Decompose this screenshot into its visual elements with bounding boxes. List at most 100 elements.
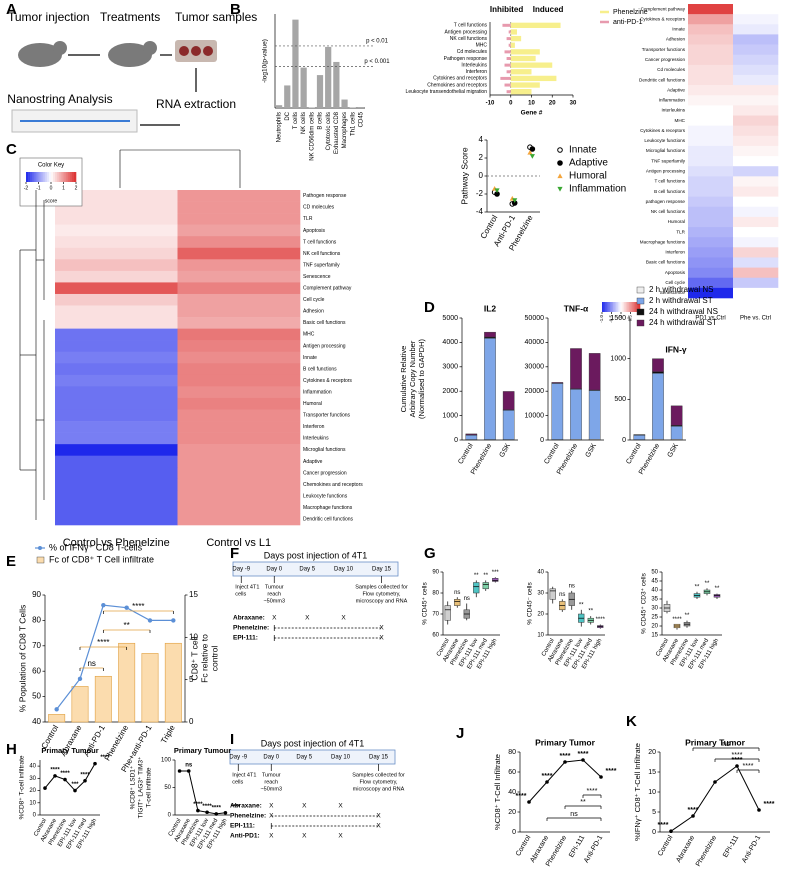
- color-key-swatch: [617, 302, 620, 312]
- box: [444, 605, 451, 621]
- annotation: ****: [560, 753, 571, 760]
- row-label: Basic cell functions: [646, 260, 686, 265]
- heat-cell: [55, 213, 178, 225]
- bar: [510, 35, 522, 42]
- heat-cell: [55, 455, 178, 468]
- point: [186, 769, 191, 773]
- legend-swatch: [636, 297, 645, 305]
- point: [54, 707, 59, 712]
- row-label: Inflammation: [303, 389, 332, 395]
- point: [171, 618, 176, 623]
- color-key-swatch: [609, 302, 612, 312]
- day-label: Day 10: [331, 755, 351, 761]
- color-key-swatch: [635, 302, 638, 312]
- y-tick-label: 30: [29, 776, 36, 782]
- event-label: reach: [264, 779, 278, 785]
- heat-cell: [177, 224, 301, 237]
- legend-label: Fc of CD8⁺ T Cell infiltrate: [49, 554, 154, 564]
- comparison-label: ****: [743, 763, 754, 770]
- panel-letter: A: [6, 1, 17, 18]
- color-key-swatch: [42, 172, 46, 182]
- axis-label: -log10(p-value): [262, 39, 269, 83]
- y-tick-label: 2: [479, 153, 484, 162]
- color-key-swatch: [633, 302, 636, 312]
- panel-letter: K: [626, 713, 637, 730]
- bar: [506, 90, 511, 94]
- y-tick-label: 10: [189, 632, 198, 641]
- tumor: [179, 46, 189, 56]
- legend-label: 24 h withdrawal ST: [649, 318, 717, 327]
- heat-cell: [733, 14, 779, 25]
- point: [223, 811, 228, 815]
- row-label: Cd molecules: [657, 67, 686, 72]
- bar: [506, 57, 511, 60]
- annotation: ns: [569, 583, 575, 589]
- heat-cell: [688, 115, 734, 126]
- row-label: TLR: [676, 229, 685, 234]
- y-tick-label: 0: [540, 437, 544, 444]
- dose-mark: X: [269, 803, 274, 810]
- x-tick-label: GSK: [499, 442, 513, 459]
- color-key-swatch: [614, 302, 617, 312]
- color-key-swatch: [65, 172, 68, 182]
- bar: [300, 67, 307, 108]
- point: [529, 154, 535, 159]
- heat-cell: [55, 501, 178, 514]
- color-key-swatch: [630, 302, 633, 312]
- heat-cell: [688, 287, 734, 299]
- drug-label: Abraxane:: [230, 803, 262, 810]
- annotation: ****: [764, 801, 775, 808]
- line: [670, 765, 760, 832]
- y-tick-label: 0: [33, 813, 37, 819]
- row-label: Microglial functions: [646, 148, 686, 153]
- axis-label: Fc relative to: [199, 634, 209, 683]
- color-key-swatch: [73, 172, 77, 182]
- point: [53, 774, 57, 778]
- heat-cell: [55, 478, 178, 491]
- point: [77, 676, 83, 682]
- heat-cell: [177, 386, 301, 399]
- bar-segment: [465, 433, 478, 436]
- bar: [510, 89, 532, 95]
- y-tick-label: 40: [29, 764, 36, 770]
- bar: [333, 61, 340, 108]
- dose-mark: X: [379, 625, 384, 632]
- y-tick-label: 1000: [442, 412, 458, 419]
- row-label: Chemokines and receptors: [303, 482, 363, 488]
- point: [83, 778, 87, 783]
- day-label: Day 15: [369, 755, 389, 761]
- annotation: ****: [672, 617, 682, 623]
- point: [196, 808, 200, 813]
- heat-cell: [55, 409, 178, 422]
- bar: [510, 69, 532, 75]
- x-tick-label: 20: [549, 101, 556, 107]
- heat-cell: [733, 196, 779, 208]
- heat-cell: [177, 501, 301, 514]
- point: [735, 764, 739, 768]
- heat-cell: [733, 125, 779, 137]
- y-tick-label: 0: [454, 437, 458, 444]
- y-tick-label: 60: [432, 633, 439, 639]
- legend-swatch: [36, 556, 45, 564]
- heat-cell: [177, 190, 301, 202]
- annotation: ****: [542, 773, 553, 780]
- x-tick-label: Phenelzine: [695, 834, 718, 868]
- y-tick-label: 90: [32, 590, 41, 599]
- axis-label: Cumulative Relative: [399, 346, 408, 413]
- point: [599, 775, 603, 779]
- chart-title: Primary Tumor: [685, 737, 746, 747]
- point: [691, 814, 695, 818]
- bar: [316, 75, 324, 108]
- axis-label: % CD45⁻ cells: [527, 582, 534, 625]
- chart-title: TNF-α: [564, 303, 589, 313]
- color-key-swatch: [638, 302, 641, 312]
- point: [557, 160, 563, 166]
- y-tick-label: 80: [508, 749, 516, 756]
- legend-marker: [38, 546, 42, 550]
- y-tick-label: 80: [32, 616, 41, 625]
- heat-cell: [688, 186, 734, 197]
- legend-label: Innate: [569, 145, 597, 156]
- step-label: Tumor injection: [8, 10, 90, 24]
- x-tick-label: T cells: [293, 112, 299, 129]
- color-key-swatch: [636, 302, 639, 312]
